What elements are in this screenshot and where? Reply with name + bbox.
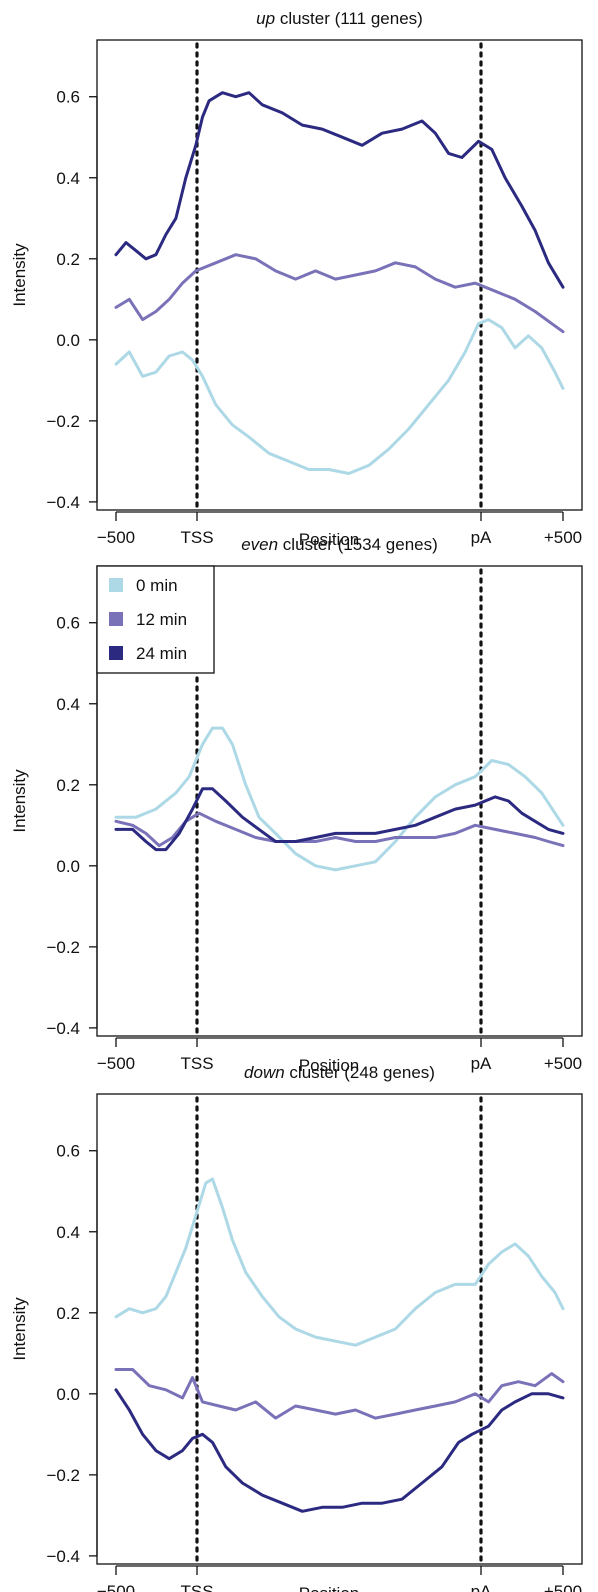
x-tick-label: pA [471, 1582, 492, 1592]
x-axis-label: Position [299, 530, 359, 549]
x-tick-label: TSS [180, 1582, 213, 1592]
series-line-3 [114, 787, 565, 852]
series-line-3 [114, 1388, 565, 1513]
x-tick-label: TSS [180, 1054, 213, 1073]
y-tick-label: 0.2 [56, 250, 80, 269]
x-axis-label: Position [299, 1056, 359, 1075]
panel-2: even cluster (1534 genes) −0.4 −0.2 0.0 0.2 0… [10, 535, 583, 1075]
y-tick-label: 0.0 [56, 331, 80, 350]
y-tick-label: 0.6 [56, 614, 80, 633]
chart-title: down cluster (248 genes) [244, 1063, 435, 1082]
plot-frame [96, 39, 583, 511]
chart-title-italic: down [244, 1063, 285, 1082]
y-tick-label: 0.0 [56, 1385, 80, 1404]
x-tick-label: +500 [544, 1582, 582, 1592]
x-tick-label: TSS [180, 528, 213, 547]
series-line-2 [114, 1368, 565, 1420]
series-line-1 [114, 318, 565, 475]
legend-label: 0 min [136, 576, 178, 595]
y-tick-label: 0.6 [56, 88, 80, 107]
y-tick-label: −0.2 [46, 938, 80, 957]
series-line-3 [114, 91, 565, 289]
series-line-1 [114, 726, 565, 872]
panel-3: down cluster (248 genes) −0.4 −0.2 0.0 0.2 0.… [10, 1063, 583, 1592]
series-line-2 [114, 253, 565, 334]
series-line-2 [114, 811, 565, 848]
x-tick-label: −500 [97, 1582, 135, 1592]
y-axis-label: Intensity [10, 1297, 29, 1361]
y-tick-label: −0.4 [46, 1019, 80, 1038]
y-tick-label: 0.2 [56, 1304, 80, 1323]
x-tick-label: +500 [544, 1054, 582, 1073]
y-tick-label: −0.4 [46, 1547, 80, 1566]
y-axis-label: Intensity [10, 243, 29, 307]
legend-swatch [109, 612, 123, 626]
x-axis-label: Position [299, 1584, 359, 1592]
chart-title: up cluster (111 genes) [256, 9, 423, 28]
y-axis-label: Intensity [10, 769, 29, 833]
y-tick-label: 0.6 [56, 1142, 80, 1161]
y-tick-label: −0.2 [46, 412, 80, 431]
chart-title-rest: cluster (1534 genes) [278, 535, 438, 554]
x-tick-label: −500 [97, 1054, 135, 1073]
y-tick-label: −0.4 [46, 493, 80, 512]
x-tick-label: pA [471, 528, 492, 547]
y-tick-label: 0.4 [56, 169, 80, 188]
legend: 0 min 12 min 24 min [96, 565, 215, 674]
y-tick-label: 0.0 [56, 857, 80, 876]
y-tick-label: −0.2 [46, 1466, 80, 1485]
y-tick-label: 0.2 [56, 776, 80, 795]
series-line-1 [114, 1177, 565, 1347]
panel-1: up cluster (111 genes) −0.4 −0.2 0.0 0.2 0.4 0… [10, 9, 583, 549]
chart-title-rest: cluster (111 genes) [275, 9, 423, 28]
legend-label: 12 min [136, 610, 187, 629]
legend-label: 24 min [136, 644, 187, 663]
legend-swatch [109, 578, 123, 592]
plot-frame [96, 1093, 583, 1565]
x-tick-label: −500 [97, 528, 135, 547]
y-tick-label: 0.4 [56, 1223, 80, 1242]
chart-title: even cluster (1534 genes) [241, 535, 438, 554]
chart-title-italic: up [256, 9, 275, 28]
chart-title-italic: even [241, 535, 278, 554]
x-tick-label: +500 [544, 528, 582, 547]
y-tick-label: 0.4 [56, 695, 80, 714]
chart-title-rest: cluster (248 genes) [285, 1063, 435, 1082]
legend-swatch [109, 646, 123, 660]
x-tick-label: pA [471, 1054, 492, 1073]
